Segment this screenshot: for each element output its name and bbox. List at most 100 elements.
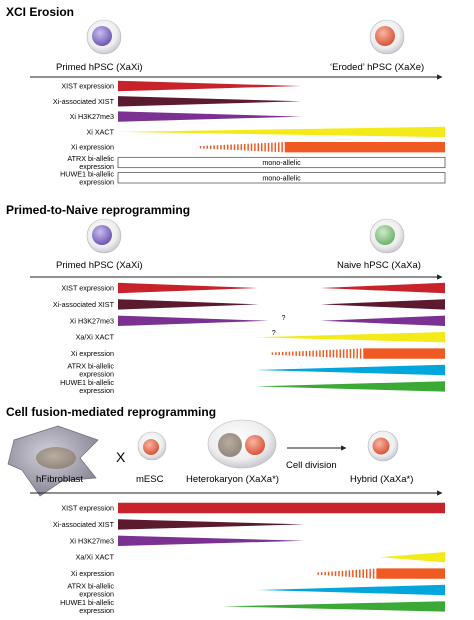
dash-mark: [322, 350, 325, 358]
taper-down-bar: [118, 111, 302, 122]
dash-mark: [213, 145, 215, 150]
mono-allelic-box: [117, 156, 446, 169]
nucleus: [375, 26, 395, 46]
row-label: Xi expression: [71, 569, 114, 578]
dash-mark: [359, 348, 362, 359]
taper-up-bar: [379, 552, 445, 563]
row-label: ATRX bi-allelic expression: [67, 362, 114, 379]
dash-mark: [302, 351, 304, 357]
mesc-cell: [137, 431, 167, 461]
cell-label: Heterokaryon (XaXa*): [186, 474, 279, 485]
row-label: ATRX bi-allelic expression: [67, 582, 114, 599]
fibroblast-cell: [7, 425, 99, 497]
dash-mark: [315, 350, 318, 357]
row-label: Xa/Xi XACT: [76, 333, 115, 342]
dash-mark: [369, 568, 371, 579]
dash-mark: [223, 144, 226, 150]
row-label: HUWE1 bi-allelic expression: [60, 378, 114, 395]
taper-down-bar: [118, 80, 302, 92]
dash-mark: [237, 144, 239, 151]
dash-mark: [325, 350, 328, 358]
row-label: Xi expression: [71, 349, 114, 358]
dash-mark: [226, 144, 229, 150]
row-label: Xi-associated XIST: [53, 300, 115, 309]
dash-mark: [352, 570, 354, 578]
taper-down-bar: [118, 299, 259, 310]
taper-down-bar: [118, 282, 259, 294]
row-label: XIST expression: [61, 82, 114, 91]
dash-mark: [203, 145, 205, 149]
dash-mark: [292, 351, 294, 356]
dash-mark: [353, 348, 355, 359]
dash-mark: [331, 571, 333, 576]
dash-mark: [336, 349, 338, 358]
dash-mark: [267, 142, 270, 152]
cell-primed: [86, 218, 122, 254]
dash-mark: [305, 350, 308, 357]
nucleus: [92, 225, 112, 245]
dash-mark: [324, 571, 326, 576]
taper-up-bar: [320, 315, 445, 326]
cell-naive: [369, 218, 405, 254]
cell-label: Primed hPSC (XaXi): [56, 62, 143, 73]
section-rows: XIST expression Xi-associated XIST Xi H3K2…: [53, 80, 446, 186]
dash-mark: [230, 144, 232, 150]
dash-mark: [220, 145, 222, 150]
taper-down-bar: [118, 315, 269, 326]
taper-up-bar: [258, 584, 445, 596]
dash-mark: [341, 570, 344, 577]
dash-mark: [372, 568, 375, 579]
dash-mark: [285, 351, 287, 356]
dash-mark: [319, 350, 321, 357]
taper-up-bar: [118, 126, 445, 138]
nucleus: [245, 435, 265, 455]
dash-mark: [348, 570, 351, 577]
nucleus: [375, 225, 395, 245]
row-label: Xi-associated XIST: [53, 520, 115, 529]
dash-mark: [349, 348, 352, 359]
nucleus: [218, 433, 242, 457]
dash-mark: [281, 351, 284, 356]
dash-mark: [320, 572, 323, 576]
dash-mark: [271, 142, 273, 152]
question-mark: ?: [282, 313, 286, 322]
hybrid-cell: [367, 430, 399, 462]
dash-mark: [312, 350, 314, 357]
taper-up-bar: [255, 364, 445, 376]
dash-mark: [327, 571, 330, 576]
nucleus: [36, 447, 76, 469]
dash-mark: [308, 350, 311, 357]
full-bar: [118, 502, 445, 514]
taper-up-bar: [320, 299, 445, 310]
section-title: Primed-to-Naive reprogramming: [6, 203, 190, 217]
box-text: mono-allelic: [262, 173, 301, 182]
taper-up-bar: [320, 282, 445, 294]
dash-mark: [295, 351, 297, 356]
dash-mark: [329, 349, 331, 358]
cell-label: mESC: [136, 474, 164, 485]
dash-mark: [365, 569, 368, 579]
dash-mark: [240, 144, 243, 151]
dash-mark: [264, 142, 266, 152]
solid-bar: [363, 348, 445, 359]
row-label: Xi XACT: [86, 127, 114, 136]
dash-mark: [247, 143, 249, 151]
dash-mark: [254, 143, 256, 151]
solid-bar: [284, 142, 445, 153]
taper-up-bar: [222, 601, 445, 612]
cell-label: hFibroblast: [36, 474, 83, 485]
cell-label: ‘Eroded’ hPSC (XaXe): [330, 62, 424, 73]
cell-primed: [86, 19, 122, 55]
cell-label: Primed hPSC (XaXi): [56, 260, 143, 271]
dash-mark: [281, 142, 283, 153]
taper-down-bar: [118, 535, 305, 546]
section-rows: XIST expression Xi-associated XIST Xi H3K2…: [53, 282, 445, 395]
row-label: Xi-associated XIST: [53, 97, 115, 106]
mono-allelic-box: [117, 172, 446, 184]
row-label: ATRX bi-allelic expression: [67, 154, 114, 171]
dash-mark: [233, 144, 236, 150]
dash-mark: [199, 146, 202, 149]
dash-mark: [250, 143, 253, 151]
nucleus: [143, 439, 159, 455]
